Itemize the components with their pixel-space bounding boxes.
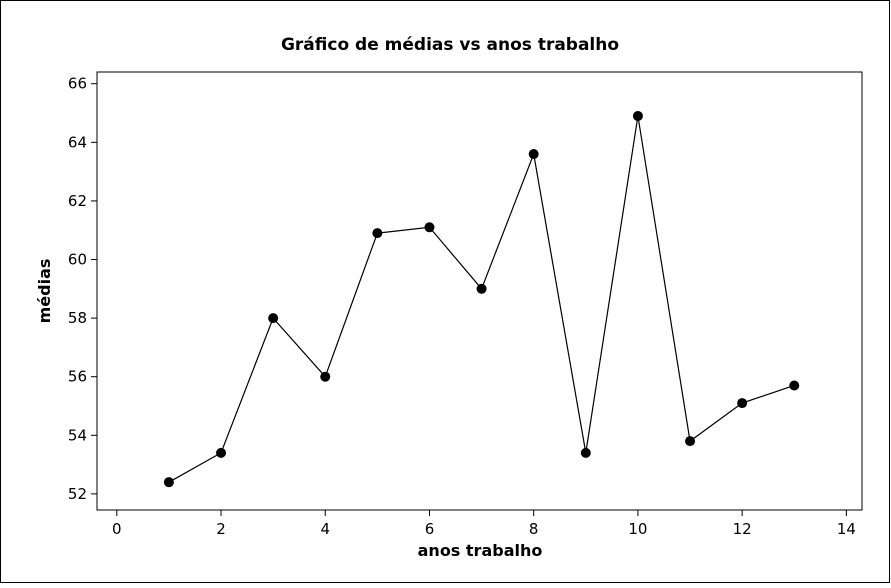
y-tick-label: 56 [68,368,87,386]
y-tick-label: 64 [68,133,87,151]
y-tick-label: 54 [68,426,87,444]
y-tick-label: 52 [68,485,87,503]
data-point [163,477,174,488]
data-point [632,110,643,121]
data-point [528,149,539,160]
data-point [372,228,383,239]
x-axis-label: anos trabalho [418,541,543,560]
chart-title: Gráfico de médias vs anos trabalho [281,35,619,55]
y-tick-label: 62 [68,192,87,210]
data-point [216,447,227,458]
data-point [268,313,279,324]
x-tick-label: 4 [320,520,330,538]
x-tick-label: 6 [425,520,435,538]
x-tick-label: 14 [837,520,856,538]
y-tick-label: 60 [68,251,87,269]
x-tick-label: 8 [529,520,539,538]
y-tick-label: 66 [68,75,87,93]
data-point [789,380,800,391]
x-tick-label: 12 [733,520,752,538]
y-axis-label: médias [35,259,54,324]
data-point [580,447,591,458]
data-point [685,436,696,447]
x-tick-label: 0 [112,520,122,538]
x-tick-label: 2 [216,520,226,538]
data-point [424,222,435,233]
y-tick-label: 58 [68,309,87,327]
x-tick-label: 10 [628,520,647,538]
data-point [476,283,487,294]
data-point [320,371,331,382]
data-point [737,398,748,409]
